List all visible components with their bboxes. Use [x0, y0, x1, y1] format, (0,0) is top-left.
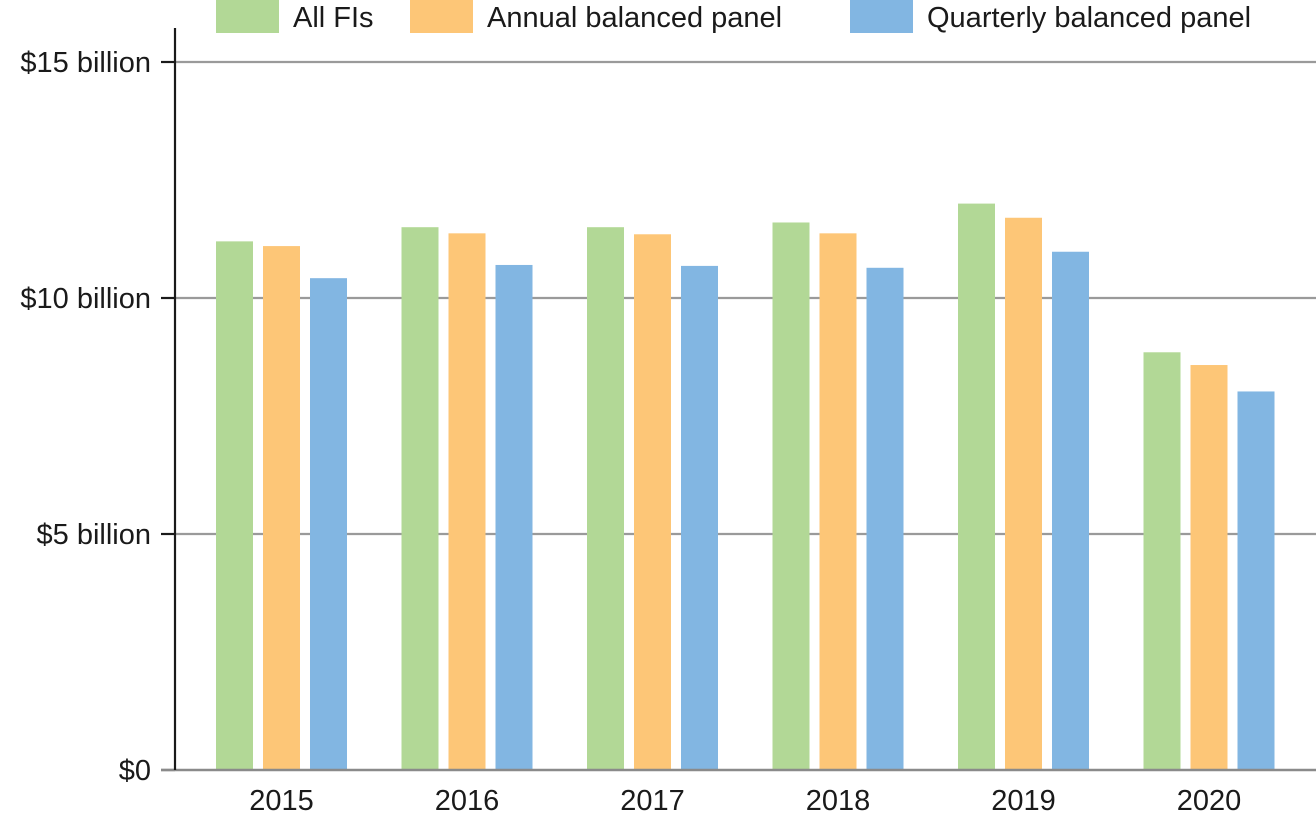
bar-quarterly-balanced-panel-2015 [310, 278, 347, 770]
bar-quarterly-balanced-panel-2016 [495, 264, 533, 770]
x-tick-label-2018: 2018 [806, 785, 871, 817]
x-tick-label-2017: 2017 [620, 785, 685, 817]
axis-layer: $0 $5 billion $10 billion $15 billion 2015 20… [20, 28, 1316, 817]
x-tick-label-2020: 2020 [1177, 785, 1242, 817]
bar-all-fis-2019 [958, 203, 995, 771]
x-tick-label-2015: 2015 [249, 785, 314, 817]
bar-quarterly-balanced-panel-2020 [1237, 391, 1275, 770]
legend-swatch-quarterly-balanced-panel [850, 0, 913, 33]
legend-label-quarterly-balanced-panel: Quarterly balanced panel [927, 2, 1251, 34]
bar-layer [216, 203, 1275, 771]
bar-all-fis-2015 [216, 241, 253, 771]
bar-quarterly-balanced-panel-2018 [866, 267, 904, 770]
bar-all-fis-2020 [1143, 352, 1181, 770]
bar-annual-balanced-panel-2018 [819, 233, 857, 770]
y-tick-label-5: $5 billion [37, 519, 151, 551]
y-tick-label-15: $15 billion [20, 47, 151, 79]
bar-annual-balanced-panel-2020 [1190, 365, 1228, 770]
legend: All FIs Annual balanced panel Quarterly ba… [216, 0, 1251, 34]
legend-label-all-fis: All FIs [293, 2, 374, 34]
bar-annual-balanced-panel-2015 [263, 246, 300, 770]
y-tick-label-0: $0 [119, 755, 151, 787]
x-tick-label-2019: 2019 [991, 785, 1056, 817]
bar-all-fis-2017 [587, 227, 624, 770]
bar-quarterly-balanced-panel-2017 [681, 265, 718, 770]
bar-annual-balanced-panel-2017 [634, 234, 671, 770]
bar-all-fis-2018 [772, 222, 810, 771]
x-tick-label-2016: 2016 [435, 785, 500, 817]
bar-annual-balanced-panel-2019 [1005, 217, 1042, 770]
legend-swatch-annual-balanced-panel [410, 0, 473, 33]
legend-label-annual-balanced-panel: Annual balanced panel [487, 2, 782, 34]
legend-swatch-all-fis [216, 0, 279, 33]
bar-all-fis-2016 [401, 227, 439, 770]
bar-quarterly-balanced-panel-2019 [1052, 251, 1089, 770]
bar-annual-balanced-panel-2016 [448, 233, 486, 770]
grid-layer [175, 60, 1316, 536]
y-tick-label-10: $10 billion [20, 283, 151, 315]
